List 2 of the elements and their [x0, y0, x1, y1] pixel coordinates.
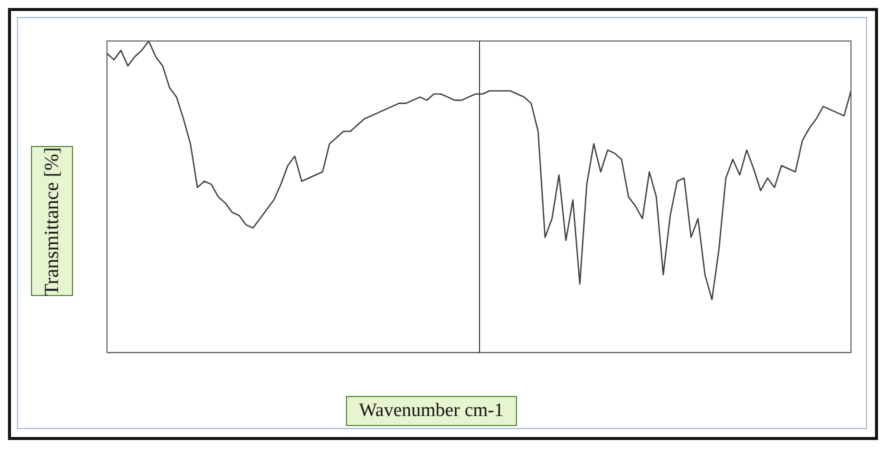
y-axis-title: Transmittance [%]: [40, 146, 64, 296]
x-axis-title: Wavenumber cm-1: [346, 396, 517, 426]
